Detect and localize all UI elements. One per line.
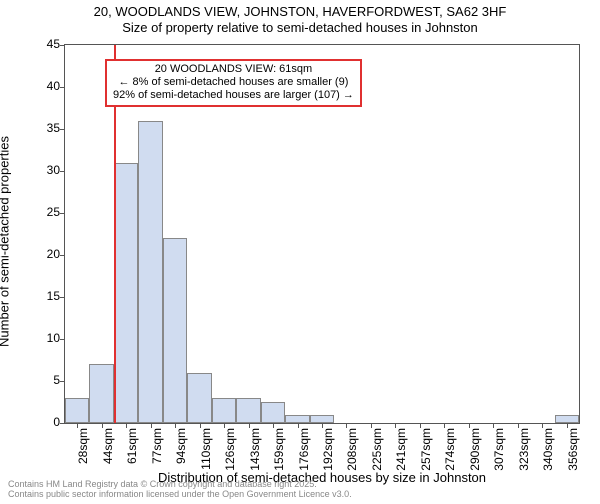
- ytick-label: 40: [47, 79, 60, 93]
- ytick-mark: [60, 423, 65, 424]
- ytick-label: 0: [53, 415, 60, 429]
- xtick-label: 192sqm: [321, 428, 335, 488]
- ytick-mark: [60, 171, 65, 172]
- xtick-label: 290sqm: [468, 428, 482, 488]
- ytick-mark: [60, 255, 65, 256]
- bar: [163, 238, 187, 423]
- xtick-label: 208sqm: [345, 428, 359, 488]
- footer-line-2: Contains public sector information licen…: [8, 489, 352, 499]
- ytick-label: 5: [53, 373, 60, 387]
- ytick-mark: [60, 87, 65, 88]
- ytick-label: 45: [47, 37, 60, 51]
- xtick-label: 323sqm: [517, 428, 531, 488]
- bar: [65, 398, 89, 423]
- bar: [285, 415, 309, 423]
- bar: [212, 398, 236, 423]
- ytick-label: 20: [47, 247, 60, 261]
- xtick-label: 274sqm: [443, 428, 457, 488]
- callout-box: 20 WOODLANDS VIEW: 61sqm← 8% of semi-det…: [105, 59, 362, 107]
- xtick-label: 176sqm: [297, 428, 311, 488]
- bar: [187, 373, 211, 423]
- xtick-label: 356sqm: [566, 428, 580, 488]
- ytick-mark: [60, 381, 65, 382]
- xtick-label: 126sqm: [223, 428, 237, 488]
- xtick-label: 110sqm: [199, 428, 213, 488]
- bar: [138, 121, 162, 423]
- ytick-mark: [60, 129, 65, 130]
- xtick-label: 241sqm: [394, 428, 408, 488]
- bar: [261, 402, 285, 423]
- plot-area: 20 WOODLANDS VIEW: 61sqm← 8% of semi-det…: [64, 44, 580, 424]
- xtick-label: 257sqm: [419, 428, 433, 488]
- xtick-label: 77sqm: [150, 428, 164, 488]
- xtick-label: 28sqm: [76, 428, 90, 488]
- xtick-label: 159sqm: [272, 428, 286, 488]
- xtick-label: 143sqm: [248, 428, 262, 488]
- xtick-label: 94sqm: [174, 428, 188, 488]
- xtick-label: 340sqm: [541, 428, 555, 488]
- ytick-mark: [60, 339, 65, 340]
- bar: [555, 415, 579, 423]
- callout-line-1: 20 WOODLANDS VIEW: 61sqm: [113, 63, 354, 76]
- callout-line-2: ← 8% of semi-detached houses are smaller…: [113, 76, 354, 89]
- ytick-label: 30: [47, 163, 60, 177]
- xtick-label: 44sqm: [101, 428, 115, 488]
- bar: [236, 398, 260, 423]
- ytick-mark: [60, 213, 65, 214]
- ytick-mark: [60, 45, 65, 46]
- xtick-label: 61sqm: [125, 428, 139, 488]
- y-axis-label: Number of semi-detached properties: [0, 102, 12, 382]
- ytick-label: 10: [47, 331, 60, 345]
- bar: [89, 364, 113, 423]
- callout-line-3: 92% of semi-detached houses are larger (…: [113, 89, 354, 102]
- bar: [310, 415, 334, 423]
- ytick-label: 35: [47, 121, 60, 135]
- xtick-label: 225sqm: [370, 428, 384, 488]
- title-line-2: Size of property relative to semi-detach…: [0, 20, 600, 35]
- ytick-label: 15: [47, 289, 60, 303]
- bar: [114, 163, 138, 423]
- ytick-label: 25: [47, 205, 60, 219]
- xtick-label: 307sqm: [492, 428, 506, 488]
- title-line-1: 20, WOODLANDS VIEW, JOHNSTON, HAVERFORDW…: [0, 4, 600, 19]
- ytick-mark: [60, 297, 65, 298]
